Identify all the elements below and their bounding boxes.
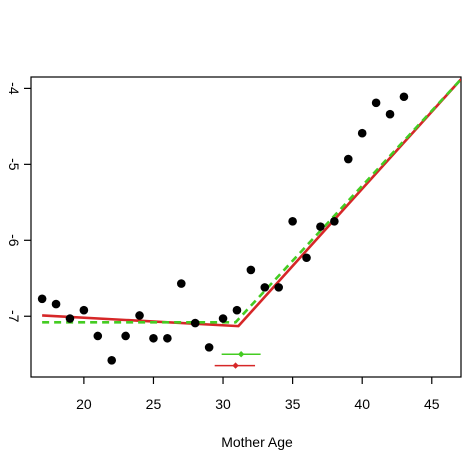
- y-tick-label: -7: [6, 310, 22, 323]
- data-point: [135, 311, 144, 320]
- breakpoint-estimate: [232, 362, 239, 369]
- data-point: [107, 355, 117, 365]
- y-tick-label: -6: [6, 234, 22, 247]
- x-axis-title: Mother Age: [221, 434, 293, 450]
- data-point: [121, 331, 130, 341]
- data-point: [65, 314, 75, 323]
- data-point: [427, 56, 436, 65]
- data-point: [343, 154, 353, 164]
- x-tick-label: 25: [146, 396, 162, 412]
- data-point: [232, 305, 242, 315]
- data-point: [330, 217, 339, 226]
- data-point: [371, 98, 381, 108]
- x-tick-label: 35: [285, 396, 301, 412]
- data-point: [441, 65, 450, 74]
- data-point: [190, 318, 200, 328]
- plot-frame: [30, 76, 462, 378]
- breakpoint-estimate: [237, 351, 245, 358]
- data-point: [274, 283, 284, 292]
- data-point: [414, 51, 423, 60]
- y-tick-label: -5: [6, 158, 22, 171]
- data-point: [288, 217, 297, 226]
- dashed-fit-line: [42, 78, 461, 324]
- x-tick-label: 30: [215, 396, 231, 412]
- data-point: [246, 265, 256, 275]
- data-point: [79, 305, 89, 315]
- data-point: [163, 333, 172, 343]
- data-point: [176, 279, 186, 288]
- x-tick-label: 20: [76, 396, 92, 412]
- data-point: [93, 331, 103, 341]
- data-point: [302, 253, 311, 263]
- solid-fit-line: [42, 78, 461, 328]
- data-point: [149, 333, 158, 343]
- data-point: [316, 222, 325, 231]
- data-point: [218, 314, 228, 323]
- x-tick-label: 40: [354, 396, 370, 412]
- data-point: [260, 283, 270, 292]
- data-point: [204, 343, 214, 352]
- data-point: [357, 128, 367, 138]
- y-tick-label: -4: [6, 82, 22, 95]
- data-point: [51, 299, 61, 309]
- data-point: [399, 92, 409, 102]
- x-tick-label: 45: [424, 396, 440, 412]
- data-point: [37, 294, 47, 304]
- data-point: [385, 109, 395, 119]
